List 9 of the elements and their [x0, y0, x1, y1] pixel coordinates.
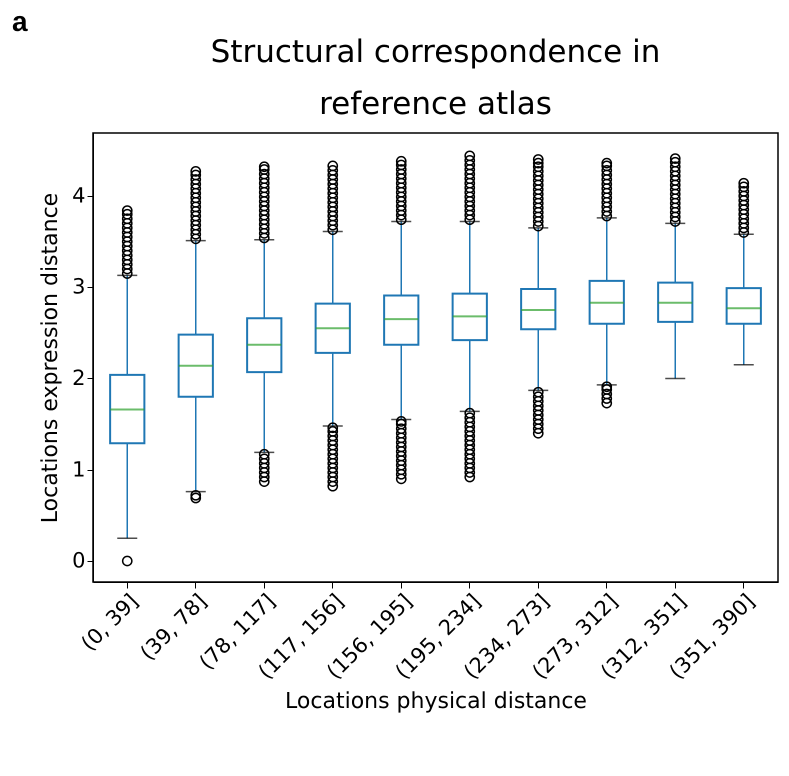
chart-title: Structural correspondence in reference atlas	[210, 34, 660, 122]
text: a	[12, 6, 28, 38]
y-tick-label: 1	[72, 457, 86, 482]
y-tick-label: 3	[72, 274, 86, 299]
y-tick-label: 0	[72, 548, 86, 573]
y-tick-label: 2	[72, 366, 86, 390]
y-axis-title: Locations expression distance	[38, 192, 64, 524]
y-tick-label: 4	[72, 183, 86, 208]
x-axis-title: Locations physical distance	[285, 689, 587, 714]
